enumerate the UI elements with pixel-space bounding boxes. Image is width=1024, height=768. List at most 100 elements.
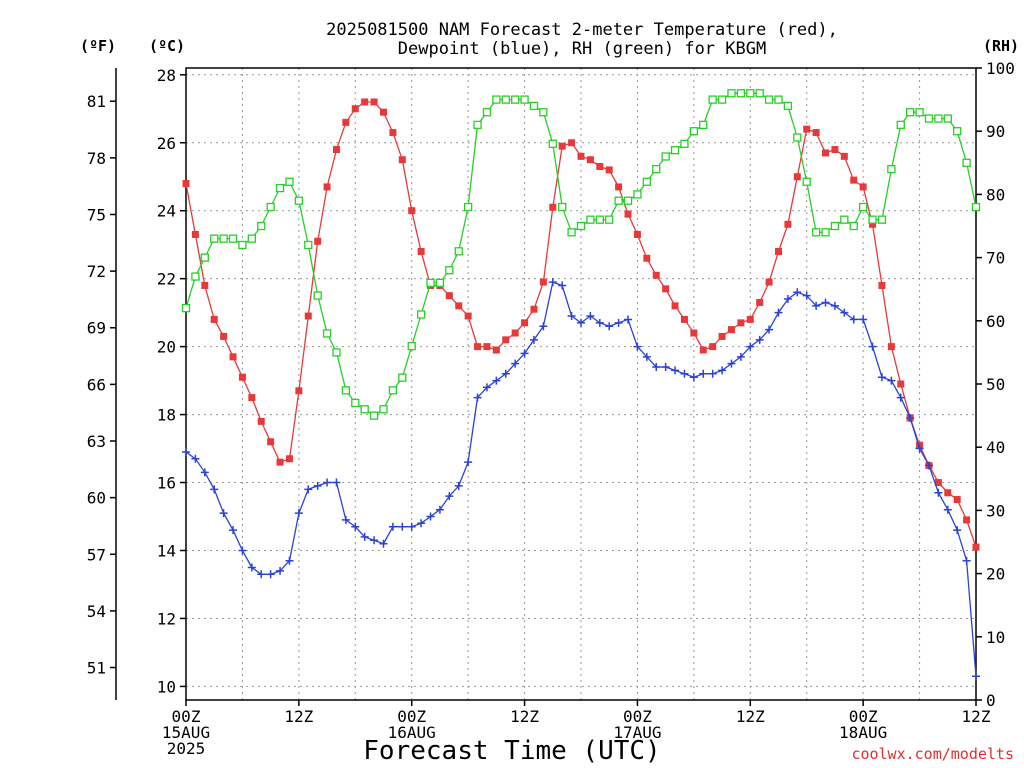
fahrenheit-tick-label: 63 (87, 432, 106, 451)
celsius-unit-label: (ºC) (149, 37, 185, 55)
rh-point (906, 108, 915, 117)
dewpoint-point (812, 301, 821, 310)
dewpoint-point (624, 315, 633, 324)
rh-tick-label: 100 (986, 59, 1015, 78)
dewpoint-point (859, 315, 868, 324)
celsius-tick-label: 20 (157, 338, 176, 357)
temperature-point (182, 180, 190, 188)
dewpoint-point (718, 366, 727, 375)
dewpoint-point (435, 505, 444, 514)
fahrenheit-tick-label: 72 (87, 262, 106, 281)
dewpoint-point (247, 563, 256, 572)
dewpoint-point (388, 522, 397, 531)
temperature-point (746, 315, 754, 323)
dewpoint-point (482, 383, 491, 392)
temperature-point (850, 176, 858, 184)
temperature-point (314, 237, 322, 245)
rh-tick-label: 50 (986, 375, 1005, 394)
dewpoint-point (257, 570, 266, 579)
rh-point (774, 95, 783, 104)
rh-tick-label: 70 (986, 249, 1005, 268)
temperature-point (652, 271, 660, 279)
rh-tick-label: 40 (986, 438, 1005, 457)
temperature-point (568, 139, 576, 147)
dewpoint-point (887, 376, 896, 385)
dewpoint-point (370, 536, 379, 545)
temperature-point (464, 312, 472, 320)
rh-point (661, 152, 670, 161)
dewpoint-point (379, 539, 388, 548)
dewpoint-point (229, 526, 238, 535)
dewpoint-point (906, 413, 915, 422)
temperature-point (680, 315, 688, 323)
temperature-point (483, 343, 491, 351)
rh-point (887, 164, 896, 174)
temperature-point (304, 312, 312, 320)
rh-point (708, 95, 717, 104)
dewpoint-point (238, 546, 247, 555)
x-tick-label: 00Z (397, 707, 426, 726)
temperature-point (474, 343, 482, 351)
dewpoint-point (868, 342, 877, 351)
x-tick-label: 12Z (962, 707, 991, 726)
dewpoint-point (313, 481, 322, 490)
rh-point (652, 164, 661, 174)
dewpoint-point (708, 369, 717, 378)
temperature-point (822, 149, 830, 157)
dewpoint-point (294, 509, 303, 518)
temperature-point (445, 292, 453, 300)
temperature-point (351, 105, 359, 113)
rh-point (821, 228, 830, 237)
temperature-point (502, 336, 510, 344)
rh-point (670, 146, 680, 155)
dewpoint-point (943, 505, 952, 514)
dewpoint-point (830, 301, 839, 310)
rh-point (699, 120, 708, 130)
fahrenheit-tick-label: 54 (87, 602, 106, 621)
fahrenheit-tick-label: 51 (87, 659, 106, 678)
fahrenheit-tick-label: 78 (87, 149, 106, 168)
dewpoint-point (426, 512, 435, 521)
dewpoint-point (972, 672, 980, 681)
rh-point (567, 228, 576, 237)
temperature-point (398, 156, 406, 164)
dewpoint-point (577, 318, 585, 327)
temperature-point (878, 281, 886, 289)
temperature-point (201, 281, 209, 289)
rh-point (811, 228, 821, 237)
rh-point (313, 291, 322, 300)
rh-point (953, 127, 962, 136)
rh-point (369, 411, 379, 420)
dewpoint-point (567, 312, 576, 321)
temperature-point (765, 278, 773, 286)
temperature-point (342, 118, 350, 126)
rh-point (473, 120, 482, 130)
temperature-point (257, 417, 265, 425)
dewpoint-point (680, 369, 689, 378)
rh-point (191, 272, 200, 281)
rh-point (247, 234, 256, 243)
temperature-point (963, 516, 971, 524)
dewpoint-point (351, 522, 360, 531)
dewpoint-point (407, 522, 416, 531)
dewpoint-point (492, 376, 501, 385)
rh-point (341, 386, 351, 395)
dewpoint-point (671, 366, 680, 375)
temperature-point (972, 543, 980, 551)
fahrenheit-tick-label: 60 (87, 489, 106, 508)
celsius-tick-label: 22 (157, 270, 176, 289)
dewpoint-point (304, 485, 313, 494)
x-tick-label: 12Z (284, 707, 313, 726)
rh-tick-label: 80 (986, 185, 1005, 204)
temperature-point (803, 125, 811, 133)
temperature-point (596, 163, 604, 171)
rh-point (398, 373, 407, 382)
celsius-tick-label: 24 (157, 202, 176, 221)
rh-point (435, 278, 445, 288)
chart-title-line-2: Dewpoint (blue), RH (green) for KBGM (398, 39, 766, 59)
rh-tick-label: 30 (986, 501, 1005, 520)
dewpoint-point (501, 369, 510, 378)
temperature-point (276, 458, 284, 466)
x-tick-label: 00Z (623, 707, 652, 726)
